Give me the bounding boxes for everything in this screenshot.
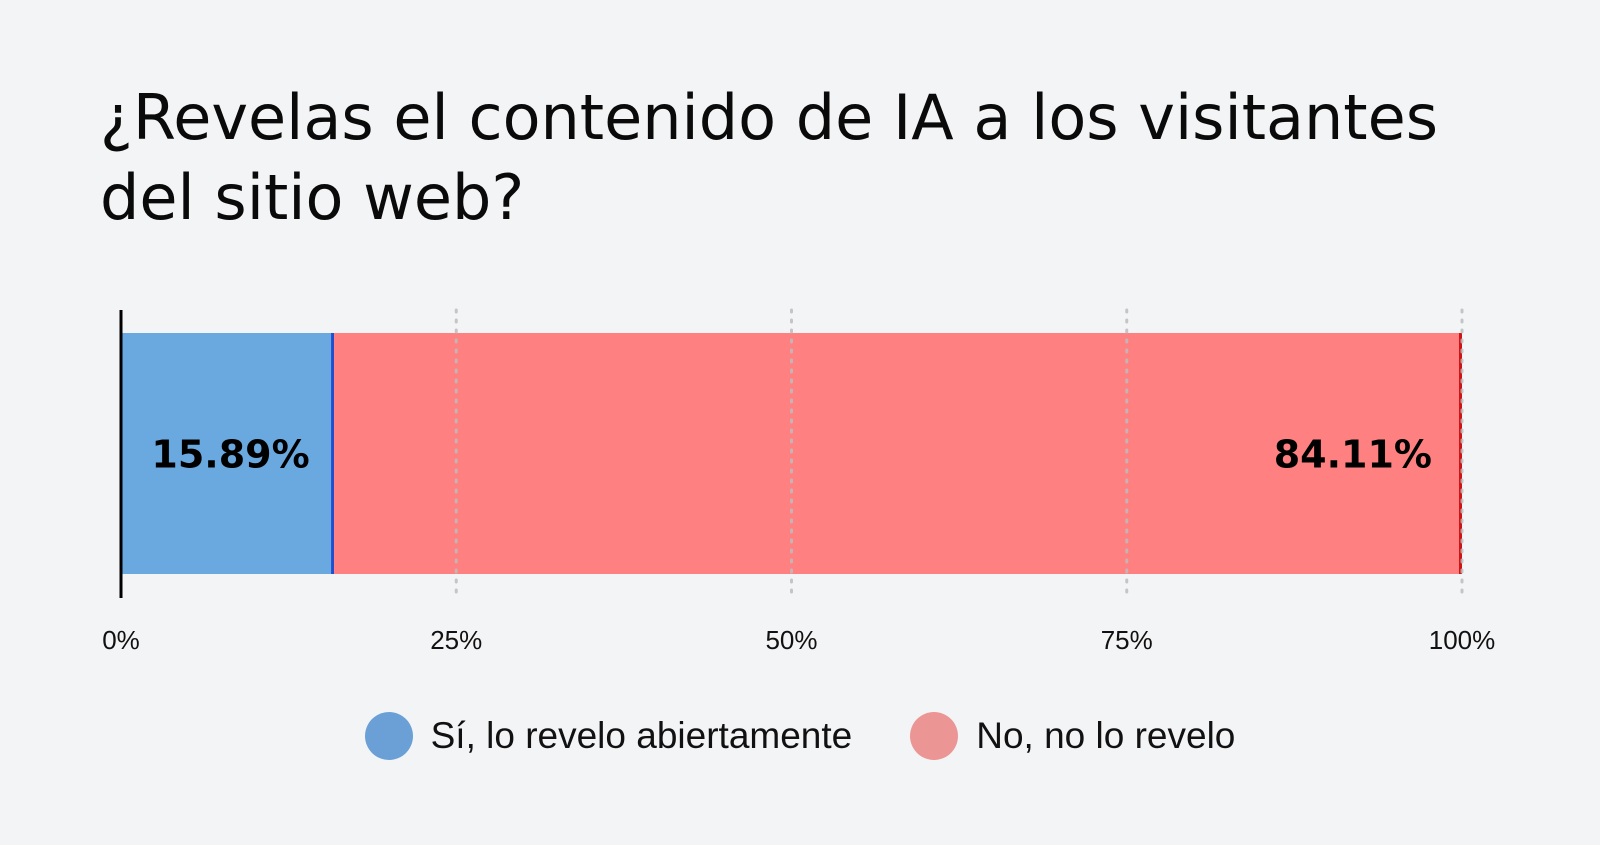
- legend-label-si: Sí, lo revelo abiertamente: [430, 715, 853, 756]
- legend-item-si: Sí, lo revelo abiertamente: [364, 712, 853, 760]
- bar-segment-0: [121, 333, 335, 574]
- bar-segment-1: [334, 333, 1462, 574]
- x-tick-label-4: 100%: [1429, 625, 1496, 655]
- data-label-0: 15.89%: [151, 433, 309, 477]
- x-tick-label-1: 25%: [430, 625, 482, 655]
- x-tick-label-2: 50%: [765, 625, 817, 655]
- legend-label-no: No, no lo revelo: [976, 715, 1236, 756]
- x-tick-label-3: 75%: [1101, 625, 1153, 655]
- data-label-1: 84.11%: [1274, 433, 1432, 477]
- legend: Sí, lo revelo abiertamente No, no lo rev…: [0, 712, 1600, 760]
- chart-title: ¿Revelas el contenido de IA a los visita…: [100, 81, 1439, 234]
- x-tick-label-0: 0%: [102, 625, 140, 655]
- legend-item-no: No, no lo revelo: [910, 712, 1235, 760]
- legend-swatch-si: [364, 712, 413, 760]
- legend-swatch-no: [910, 712, 959, 760]
